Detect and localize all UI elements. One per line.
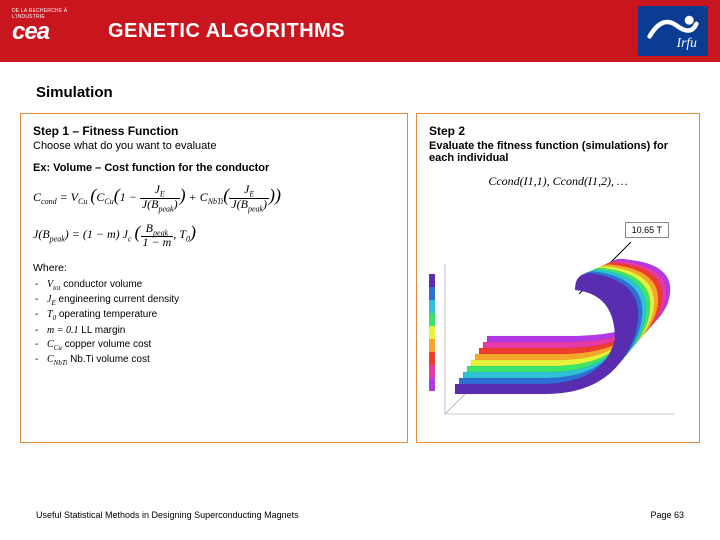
formula-jbpeak: J(Bpeak) = (1 − m) Jc (Bpeak1 − m, T0) bbox=[33, 222, 395, 248]
footer-left: Useful Statistical Methods in Designing … bbox=[36, 510, 299, 520]
panel-step-2: Step 2 Evaluate the fitness function (si… bbox=[416, 113, 700, 443]
irfu-logo: Irfu bbox=[638, 6, 708, 56]
where-item: JE engineering current density bbox=[47, 293, 395, 308]
panel-step-1: Step 1 – Fitness Function Choose what do… bbox=[20, 113, 408, 443]
step1-title: Step 1 – Fitness Function bbox=[33, 124, 395, 138]
panels-row: Step 1 – Fitness Function Choose what do… bbox=[0, 113, 720, 443]
where-item: CNbTi Nb.Ti volume cost bbox=[47, 353, 395, 368]
where-item: Vtot conductor volume bbox=[47, 278, 395, 293]
where-list: Vtot conductor volumeJE engineering curr… bbox=[33, 278, 395, 368]
footer: Useful Statistical Methods in Designing … bbox=[36, 510, 684, 520]
where-label: Where: bbox=[33, 262, 395, 274]
where-item: T0 operating temperature bbox=[47, 308, 395, 323]
field-annotation: 10.65 T bbox=[625, 222, 669, 238]
simulation-figure bbox=[425, 244, 691, 434]
example-line: Ex: Volume – Cost function for the condu… bbox=[33, 162, 395, 174]
formula-ccond-series: Ccond(I1,1), Ccond(I1,2), … bbox=[429, 174, 687, 189]
page-title: GENETIC ALGORITHMS bbox=[108, 20, 345, 43]
step1-subtitle: Choose what do you want to evaluate bbox=[33, 140, 395, 152]
cea-logo: DE LA RECHERCHE À L'INDUSTRIE cea bbox=[12, 8, 90, 54]
where-item: m = 0.1 LL margin bbox=[47, 324, 395, 339]
formula-cost: Ccond = VCu (CCu(1 − JEJ(Bpeak)) + CNbTi… bbox=[33, 184, 395, 212]
cea-mark: cea bbox=[12, 21, 90, 43]
section-title: Simulation bbox=[36, 84, 720, 101]
svg-text:Irfu: Irfu bbox=[676, 35, 698, 50]
where-item: CCu copper volume cost bbox=[47, 338, 395, 353]
footer-right: Page 63 bbox=[650, 510, 684, 520]
header-bar: DE LA RECHERCHE À L'INDUSTRIE cea GENETI… bbox=[0, 0, 720, 62]
step2-subtitle: Evaluate the fitness function (simulatio… bbox=[429, 140, 687, 164]
step2-title: Step 2 bbox=[429, 124, 687, 138]
